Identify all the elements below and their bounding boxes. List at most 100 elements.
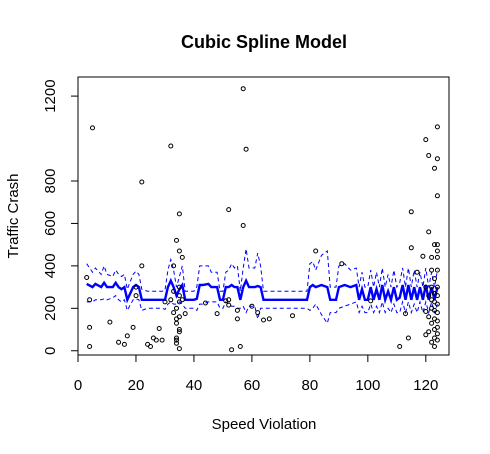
data-point xyxy=(339,261,345,267)
data-point xyxy=(90,125,95,131)
data-point xyxy=(133,284,139,290)
data-point xyxy=(176,293,182,299)
data-point xyxy=(434,331,440,337)
data-point xyxy=(240,223,246,228)
data-point xyxy=(174,237,179,243)
data-point xyxy=(87,324,93,330)
data-point xyxy=(432,344,437,349)
data-point xyxy=(429,320,435,326)
data-point xyxy=(426,314,432,320)
data-point xyxy=(84,275,90,280)
data-point xyxy=(429,339,435,345)
data-point xyxy=(234,307,240,313)
data-point xyxy=(139,263,145,269)
data-point xyxy=(243,146,249,152)
data-point xyxy=(434,293,440,299)
data-point xyxy=(434,124,440,130)
spline-fit-line xyxy=(86,277,439,305)
x-tick-label: 20 xyxy=(128,377,145,394)
data-point xyxy=(182,311,188,317)
y-tick-label: 400 xyxy=(42,253,59,278)
data-point xyxy=(174,305,179,311)
data-point xyxy=(171,263,177,269)
data-point xyxy=(434,248,440,254)
x-axis-label: Speed Violation xyxy=(212,416,317,433)
data-point xyxy=(434,193,440,199)
data-point xyxy=(116,339,122,345)
data-point xyxy=(290,313,295,319)
data-point xyxy=(214,311,220,317)
chart-title: Cubic Spline Model xyxy=(181,32,347,52)
data-point xyxy=(153,337,159,343)
y-tick-label: 600 xyxy=(42,211,59,236)
data-point xyxy=(429,267,435,273)
data-point xyxy=(223,298,229,304)
data-point xyxy=(156,326,162,331)
data-point xyxy=(414,269,420,275)
data-point xyxy=(423,332,429,338)
data-point xyxy=(179,297,185,303)
y-tick-label: 800 xyxy=(42,168,59,193)
data-point xyxy=(397,344,403,349)
data-point xyxy=(420,253,426,259)
data-point xyxy=(107,319,113,325)
y-tick-label: 1200 xyxy=(42,79,59,112)
data-point xyxy=(87,344,93,349)
y-tick-label: 200 xyxy=(42,296,59,321)
data-point xyxy=(432,165,437,171)
data-point xyxy=(229,347,235,353)
y-axis-label: Traffic Crash xyxy=(5,173,22,258)
x-tick-label: 40 xyxy=(186,377,203,394)
data-point xyxy=(226,302,232,308)
data-point xyxy=(171,310,177,316)
y-tick-label: 0 xyxy=(42,347,59,355)
data-point xyxy=(121,341,127,347)
data-point xyxy=(423,284,429,290)
data-point xyxy=(174,340,179,346)
data-point xyxy=(176,329,182,335)
plot-area xyxy=(84,86,440,353)
data-point xyxy=(226,297,232,303)
data-point xyxy=(174,335,179,341)
data-point xyxy=(176,327,182,332)
data-point xyxy=(249,303,255,309)
x-tick-label: 0 xyxy=(74,377,82,394)
data-point xyxy=(174,320,179,326)
data-point xyxy=(434,324,440,330)
data-point xyxy=(174,337,179,343)
data-point xyxy=(313,248,319,254)
x-tick-label: 100 xyxy=(355,377,380,394)
data-point xyxy=(240,86,246,92)
data-point xyxy=(124,333,130,339)
data-point xyxy=(133,293,139,299)
data-point xyxy=(176,211,182,217)
plot-frame xyxy=(77,76,450,356)
data-point xyxy=(426,229,432,235)
data-point xyxy=(203,300,208,306)
data-point xyxy=(176,248,182,254)
y-axis: 0 200 400 600 800 1200 xyxy=(42,79,79,355)
data-point xyxy=(405,335,411,341)
data-point xyxy=(176,314,182,320)
data-point xyxy=(237,344,243,349)
data-point xyxy=(234,316,240,322)
data-point xyxy=(434,156,440,162)
data-point xyxy=(176,284,182,290)
data-point xyxy=(426,293,432,299)
data-point xyxy=(368,298,374,304)
data-point xyxy=(179,254,185,260)
data-point xyxy=(171,288,177,294)
data-point xyxy=(162,299,168,305)
data-point xyxy=(426,153,432,158)
data-point xyxy=(426,329,432,335)
data-point xyxy=(429,254,435,260)
data-point xyxy=(168,297,174,303)
data-point xyxy=(434,267,440,273)
data-point xyxy=(434,318,440,324)
data-point xyxy=(408,209,414,215)
x-tick-label: 120 xyxy=(413,377,438,394)
data-point xyxy=(159,337,165,343)
data-point xyxy=(423,309,429,314)
data-point xyxy=(139,179,145,185)
